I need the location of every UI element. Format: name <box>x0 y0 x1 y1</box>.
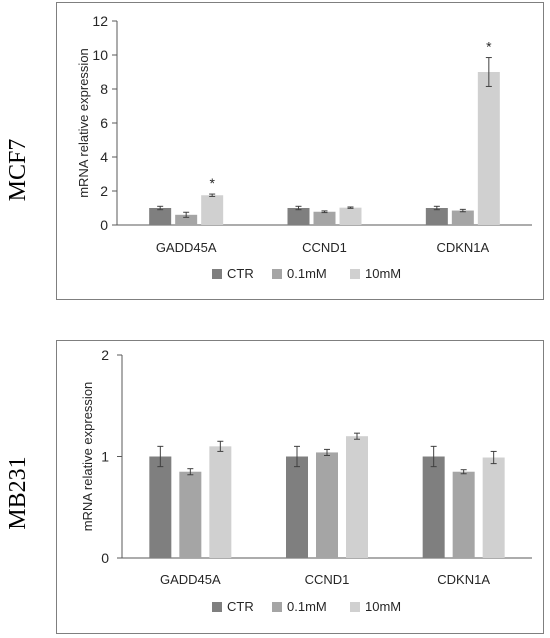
y-tick-label: 0 <box>101 550 109 566</box>
y-axis-label: mRNA relative expression <box>80 382 95 532</box>
x-tick-label: CDKN1A <box>436 240 489 255</box>
legend-swatch-10mM <box>350 269 360 279</box>
x-tick-label: CDKN1A <box>437 572 490 587</box>
bar-0.1mM-CDKN1A <box>451 210 474 225</box>
legend-label-CTR: CTR <box>227 266 254 281</box>
legend-swatch-0.1mM <box>272 602 282 612</box>
legend-label-CTR: CTR <box>227 599 254 614</box>
legend-label-10mM: 10mM <box>365 599 401 614</box>
y-tick-label: 12 <box>92 13 108 29</box>
bar-CTR-GADD45A <box>149 208 172 225</box>
bar-CTR-CCND1 <box>286 456 308 558</box>
y-tick-label: 6 <box>100 115 108 131</box>
legend-swatch-0.1mM <box>272 269 282 279</box>
bar-10mM-CDKN1A <box>477 72 500 225</box>
bar-CTR-GADD45A <box>149 456 172 558</box>
legend-swatch-10mM <box>350 602 360 612</box>
bar-0.1mM-CCND1 <box>313 211 336 225</box>
significance-marker: * <box>486 39 492 55</box>
bar-10mM-GADD45A <box>201 195 224 225</box>
y-tick-label: 1 <box>101 449 109 465</box>
bar-0.1mM-GADD45A <box>179 471 202 558</box>
legend-swatch-CTR <box>212 602 222 612</box>
x-tick-label: GADD45A <box>160 572 221 587</box>
bar-10mM-CCND1 <box>346 436 368 558</box>
x-tick-label: CCND1 <box>302 240 347 255</box>
legend-label-0.1mM: 0.1mM <box>287 599 327 614</box>
bar-0.1mM-GADD45A <box>175 214 198 225</box>
legend-swatch-CTR <box>212 269 222 279</box>
bar-10mM-CCND1 <box>339 207 362 225</box>
legend-label-0.1mM: 0.1mM <box>287 266 327 281</box>
y-tick-label: 4 <box>100 149 108 165</box>
chart-frame-mcf7 <box>56 2 544 300</box>
y-axis-label: mRNA relative expression <box>76 48 91 198</box>
bar-CTR-CDKN1A <box>422 456 445 558</box>
bar-0.1mM-CDKN1A <box>452 471 475 558</box>
y-tick-label: 2 <box>101 347 109 363</box>
x-tick-label: CCND1 <box>305 572 350 587</box>
bar-CTR-CCND1 <box>287 208 310 225</box>
x-tick-label: GADD45A <box>156 240 217 255</box>
bar-10mM-CDKN1A <box>482 457 505 558</box>
y-tick-label: 10 <box>92 47 108 63</box>
bar-CTR-CDKN1A <box>425 208 448 225</box>
y-tick-label: 8 <box>100 81 108 97</box>
y-tick-label: 2 <box>100 183 108 199</box>
y-tick-label: 0 <box>100 217 108 233</box>
legend-label-10mM: 10mM <box>365 266 401 281</box>
bar-0.1mM-CCND1 <box>316 452 338 558</box>
bar-10mM-GADD45A <box>209 446 232 558</box>
significance-marker: * <box>209 175 215 191</box>
